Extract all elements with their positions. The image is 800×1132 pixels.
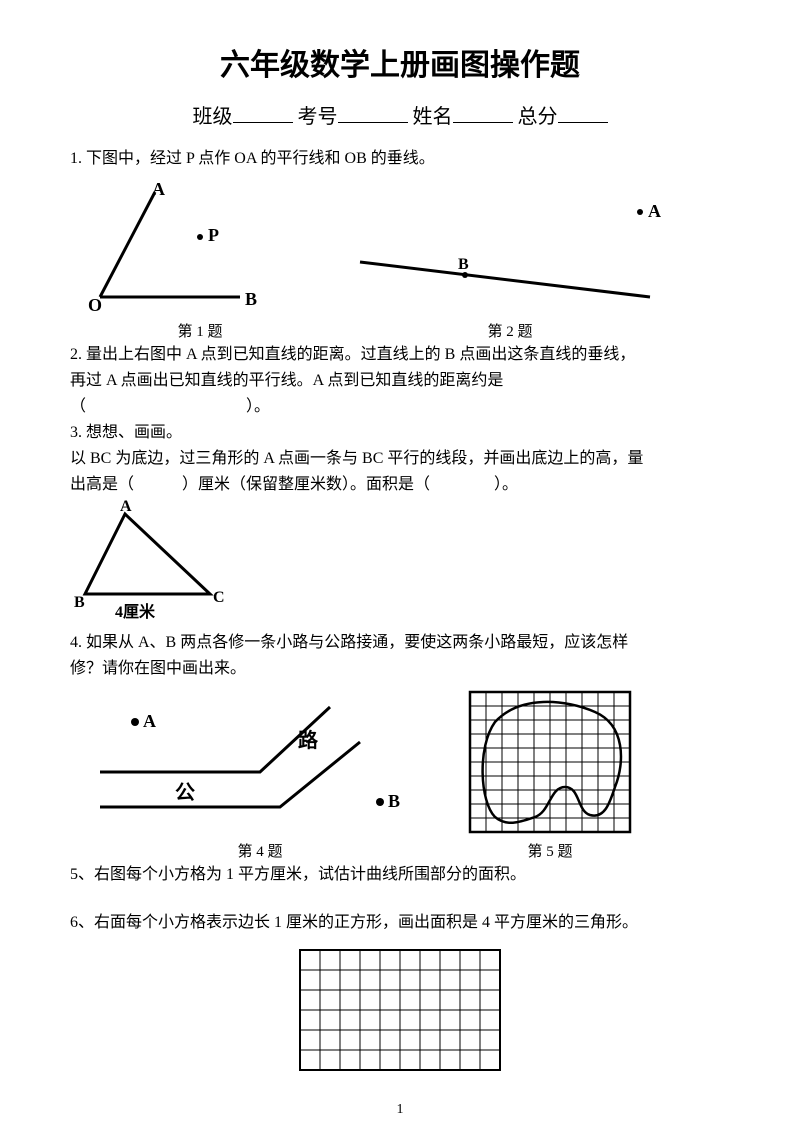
q6-text: 6、右面每个小方格表示边长 1 厘米的正方形，画出面积是 4 平方厘米的三角形。 [70,911,730,935]
name-label: 姓名 [413,106,453,128]
label-B4: B [388,791,400,811]
q2-line1: 2. 量出上右图中 A 点到已知直线的距离。过直线上的 B 点画出这条直线的垂线… [70,343,730,367]
exam-label: 考号 [298,106,338,128]
line-OA [100,192,155,297]
class-blank[interactable] [233,102,293,123]
tri-B: B [74,594,85,611]
grid6-lines [300,950,500,1070]
fig4-svg: A 路 公 B [70,687,440,837]
score-blank[interactable] [558,102,608,123]
spacer [70,889,730,909]
grid-lines [470,692,630,832]
q1-text: 1. 下图中，经过 P 点作 OA 的平行线和 OB 的垂线。 [70,147,730,171]
q4-line1: 4. 如果从 A、B 两点各修一条小路与公路接通，要使这两条小路最短，应该怎样 [70,631,730,655]
fig1-svg: A O B P [70,177,290,317]
q3-line1: 3. 想想、画画。 [70,421,730,445]
fig4-container: A 路 公 B [70,687,450,842]
tri-A: A [120,499,132,515]
q4-line2: 修？请你在图中画出来。 [70,657,730,681]
worksheet-page: 六年级数学上册画图操作题 班级 考号 姓名 总分 1. 下图中，经过 P 点作 … [0,0,800,1132]
q4-figures: A 路 公 B [70,687,730,842]
fig6-svg [290,945,510,1075]
label-A4: A [143,711,156,731]
road-bottom [100,742,360,807]
q3-line2: 以 BC 为底边，过三角形的 A 点画一条与 BC 平行的线段，并画出底边上的高… [70,447,730,471]
caption-5: 第 5 题 [450,840,650,861]
line-2 [360,262,650,297]
class-label: 班级 [193,106,233,128]
label-P: P [208,225,219,245]
header-line: 班级 考号 姓名 总分 [70,100,730,129]
fig2-svg: A B [330,177,690,317]
point-P [197,234,203,240]
fig6-container [70,945,730,1080]
caption-1: 第 1 题 [70,320,330,341]
page-title: 六年级数学上册画图操作题 [70,40,730,84]
point-A4 [131,718,139,726]
q4-captions: 第 4 题 第 5 题 [70,840,730,861]
label-O: O [88,295,102,315]
road-top [100,707,330,772]
point-B4 [376,798,384,806]
triangle [85,514,210,594]
q1-figures: A O B P A B [70,177,730,322]
page-number: 1 [0,1102,800,1118]
q2-line3: （ ）。 [70,395,730,419]
label-A: A [152,179,165,199]
road-label-1: 路 [298,728,319,752]
q5-text: 5、右图每个小方格为 1 平方厘米，试估计曲线所围部分的面积。 [70,863,730,887]
score-label: 总分 [518,106,558,128]
label-A2: A [648,201,661,221]
q2-line2: 再过 A 点画出已知直线的平行线。A 点到已知直线的距离约是 [70,369,730,393]
fig3-container: A B C 4厘米 [70,499,730,629]
name-blank[interactable] [453,102,513,123]
q3-line3: 出高是（ ）厘米（保留整厘米数）。面积是（ ）。 [70,473,730,497]
fig3-svg: A B C 4厘米 [70,499,240,624]
label-B2: B [458,256,469,273]
fig1-container: A O B P [70,177,330,322]
exam-blank[interactable] [338,102,408,123]
point-A2 [637,209,643,215]
road-label-2: 公 [175,781,195,804]
q1-captions: 第 1 题 第 2 题 [70,320,730,341]
caption-2: 第 2 题 [330,320,690,341]
tri-C: C [213,589,225,606]
fig5-container [450,687,650,842]
label-B: B [245,289,257,309]
caption-4: 第 4 题 [70,840,450,861]
fig2-container: A B [330,177,690,322]
tri-base: 4厘米 [115,602,156,621]
fig5-svg [465,687,635,837]
